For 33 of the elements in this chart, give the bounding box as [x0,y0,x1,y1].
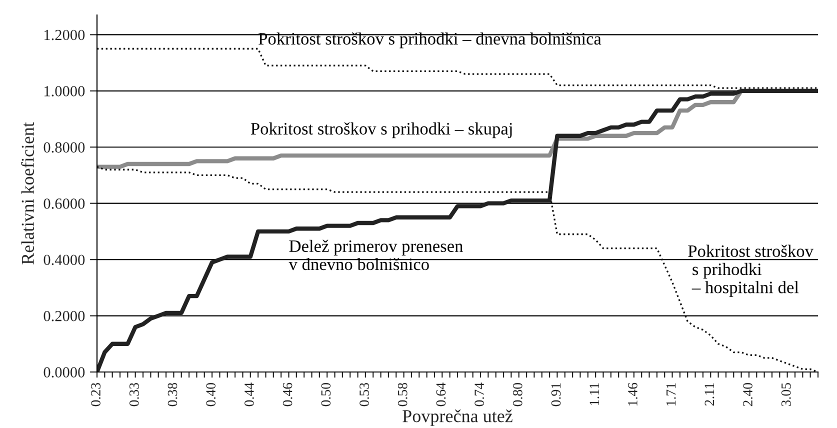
x-tick-label: 0.64 [436,382,446,406]
series-label: Pokritost stroškov s prihodki – skupaj [250,122,512,138]
x-tick-label: 0.38 [168,382,178,406]
x-tick-label: 2.40 [743,382,753,406]
x-tick-label: 1.11 [590,383,600,405]
x-tick-label: 0.46 [282,382,292,406]
line-series [97,48,818,89]
x-tick-label: 0.50 [321,382,331,406]
x-tick-label: 0.58 [398,382,408,406]
series-label: Pokritost stroškov s prihodki – hospitalni del [688,244,814,297]
y-tick-label: 1.2000 [44,30,85,40]
x-tick-label: 2.11 [704,383,714,406]
series-label: Delež primerov prenesen v dnevno bolnišnico [288,240,463,270]
x-tick-label: 0.40 [206,382,216,406]
x-tick-label: 0.91 [551,383,561,406]
x-tick-label: 0.44 [244,382,254,406]
y-tick-label: 0.0000 [44,367,85,378]
y-tick-label: 0.2000 [44,310,85,322]
y-axis-title: Relativni koeficient [21,122,34,264]
y-tick-label: 0.8000 [44,142,85,153]
y-tick-label: 1.0000 [44,86,85,96]
x-tick-label: 1.71 [666,383,676,406]
x-axis-title: Povprečna utež [402,410,512,426]
y-tick-label: 0.6000 [44,198,85,209]
x-tick-label: 0.33 [129,382,139,406]
x-tick-label: 0.23 [91,382,101,406]
y-tick-label: 0.4000 [44,254,85,266]
x-tick-label: 3.05 [781,382,791,406]
x-tick-label: 0.80 [512,382,522,406]
x-tick-label: 1.46 [628,382,638,406]
x-tick-label: 0.53 [360,382,369,406]
series-label: Pokritost stroškov s prihodki – dnevna bolnišnica [258,32,602,48]
x-tick-label: 0.74 [474,382,484,406]
